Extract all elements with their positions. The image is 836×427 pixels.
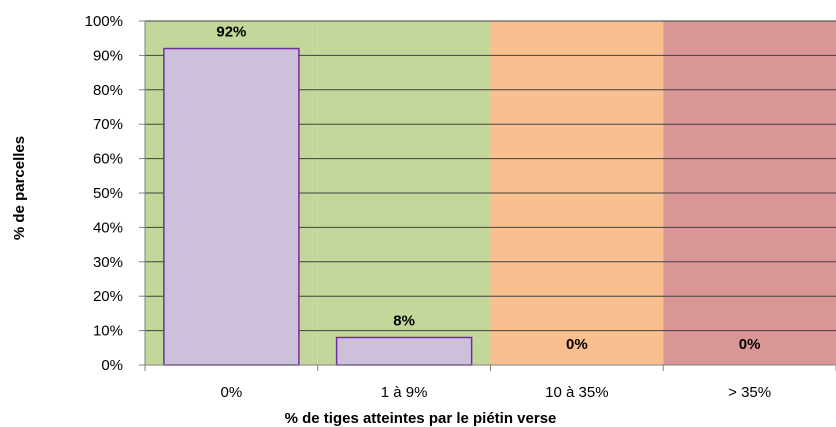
x-tick-label: 10 à 35%: [545, 384, 608, 401]
y-tick-label: 70%: [93, 116, 123, 133]
y-tick-label: 90%: [93, 47, 123, 64]
y-tick-label: 30%: [93, 254, 123, 271]
y-tick-labels: 0% 10% 20% 30% 40% 50% 60% 70% 80% 90% 100%: [85, 13, 145, 374]
y-axis-title: % de parcelles: [11, 136, 28, 240]
bar-0: [163, 47, 300, 366]
y-tick-label: 0%: [101, 357, 123, 374]
data-label: 92%: [216, 24, 246, 41]
y-tick-label: 60%: [93, 151, 123, 168]
y-tick-label: 80%: [93, 82, 123, 99]
y-tick-label: 50%: [93, 185, 123, 202]
y-tick-label: 40%: [93, 219, 123, 236]
x-tick-label: 0%: [221, 384, 243, 401]
data-label: 8%: [393, 312, 415, 329]
x-tick-labels: 0% 1 à 9% 10 à 35% > 35%: [221, 384, 772, 401]
data-labels: 92% 8% 0% 0%: [216, 24, 760, 353]
y-tick-label: 20%: [93, 288, 123, 305]
y-tick-label: 100%: [85, 13, 123, 30]
bar-1: [335, 336, 473, 366]
data-label: 0%: [566, 336, 588, 353]
x-axis-title: % de tiges atteintes par le piétin verse: [285, 410, 557, 427]
x-tick-label: 1 à 9%: [381, 384, 428, 401]
y-tick-label: 10%: [93, 323, 123, 340]
x-tick-label: > 35%: [728, 384, 771, 401]
data-label: 0%: [739, 336, 761, 353]
